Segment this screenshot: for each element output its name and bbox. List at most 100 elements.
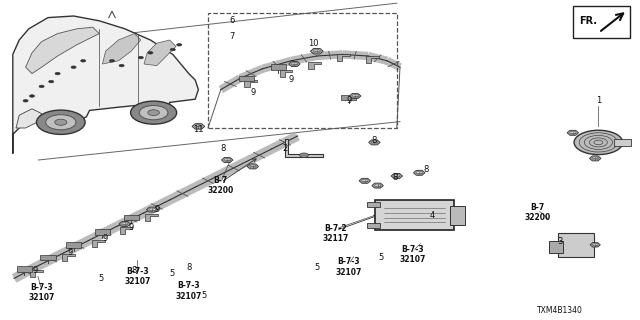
Polygon shape [413,170,425,175]
FancyBboxPatch shape [375,200,454,230]
Polygon shape [13,16,198,154]
Polygon shape [244,80,257,87]
Circle shape [362,179,368,182]
Polygon shape [247,164,259,169]
Circle shape [39,85,44,88]
Circle shape [170,48,175,51]
FancyBboxPatch shape [95,229,110,235]
Text: 9: 9 [250,88,255,97]
Circle shape [23,100,28,102]
Circle shape [119,64,124,67]
Text: 9: 9 [103,234,108,243]
FancyBboxPatch shape [558,233,594,257]
Polygon shape [372,183,383,188]
Circle shape [374,184,381,187]
Text: 9: 9 [68,248,73,257]
FancyBboxPatch shape [367,202,380,207]
Circle shape [371,141,378,144]
Polygon shape [308,62,321,69]
Polygon shape [310,48,323,54]
Circle shape [314,49,321,53]
Polygon shape [120,227,132,234]
Circle shape [36,110,85,134]
Circle shape [149,208,156,211]
Polygon shape [337,54,350,61]
Polygon shape [147,207,158,212]
Circle shape [140,106,168,120]
Circle shape [592,157,598,160]
Text: 2: 2 [282,144,287,153]
Polygon shape [26,27,99,74]
FancyBboxPatch shape [66,242,81,248]
Circle shape [138,56,143,59]
Text: 9: 9 [154,205,159,214]
FancyBboxPatch shape [239,76,254,81]
Circle shape [81,60,86,62]
Circle shape [122,222,128,226]
Polygon shape [589,156,601,161]
Polygon shape [280,70,292,77]
Text: B-7-3
32107: B-7-3 32107 [175,282,202,301]
Polygon shape [349,93,361,99]
FancyBboxPatch shape [450,206,465,225]
FancyBboxPatch shape [341,95,356,100]
Polygon shape [366,56,379,63]
Bar [573,6,630,38]
Polygon shape [119,221,131,227]
Circle shape [416,171,422,174]
Circle shape [55,72,60,75]
FancyBboxPatch shape [367,223,380,228]
Text: 8: 8 [220,144,225,153]
Text: B-7-2
32117: B-7-2 32117 [323,224,349,243]
Text: 1: 1 [596,96,601,105]
Text: 8: 8 [186,263,191,272]
Text: 5: 5 [169,269,174,278]
Text: 9: 9 [346,96,351,105]
Text: TXM4B1340: TXM4B1340 [537,306,583,315]
Polygon shape [391,173,403,179]
Circle shape [250,165,256,168]
Polygon shape [145,214,158,221]
FancyBboxPatch shape [124,215,139,220]
Polygon shape [30,270,43,277]
Circle shape [148,52,153,54]
Polygon shape [102,34,141,64]
Circle shape [570,131,576,134]
Circle shape [49,80,54,83]
FancyBboxPatch shape [40,255,56,260]
Text: B-7-3
32107: B-7-3 32107 [335,258,362,277]
Polygon shape [62,254,75,261]
Text: 5: 5 [314,263,319,272]
Circle shape [300,153,308,157]
Text: B-7
32200: B-7 32200 [207,176,234,195]
Text: 8: 8 [423,165,428,174]
Text: 3: 3 [557,237,563,246]
Circle shape [131,101,177,124]
Text: 9: 9 [289,76,294,84]
Polygon shape [567,130,579,135]
Polygon shape [221,157,233,163]
Text: 5: 5 [378,253,383,262]
Circle shape [291,62,298,66]
Text: 4: 4 [429,212,435,220]
Circle shape [109,60,115,62]
Text: 11: 11 [193,125,204,134]
Text: B-7-3
32107: B-7-3 32107 [399,245,426,264]
FancyBboxPatch shape [614,139,631,146]
Polygon shape [192,124,205,129]
Circle shape [148,110,159,116]
Text: 9: 9 [129,223,134,232]
Text: 8: 8 [372,136,377,145]
Circle shape [224,158,230,162]
FancyBboxPatch shape [271,64,286,70]
Circle shape [195,124,202,128]
Circle shape [55,119,67,125]
Text: 9: 9 [33,266,38,275]
Polygon shape [92,240,105,247]
Polygon shape [285,139,323,157]
Circle shape [29,95,35,97]
Circle shape [593,244,598,246]
Text: FR.: FR. [579,16,597,26]
FancyBboxPatch shape [549,241,563,253]
Polygon shape [16,109,42,128]
